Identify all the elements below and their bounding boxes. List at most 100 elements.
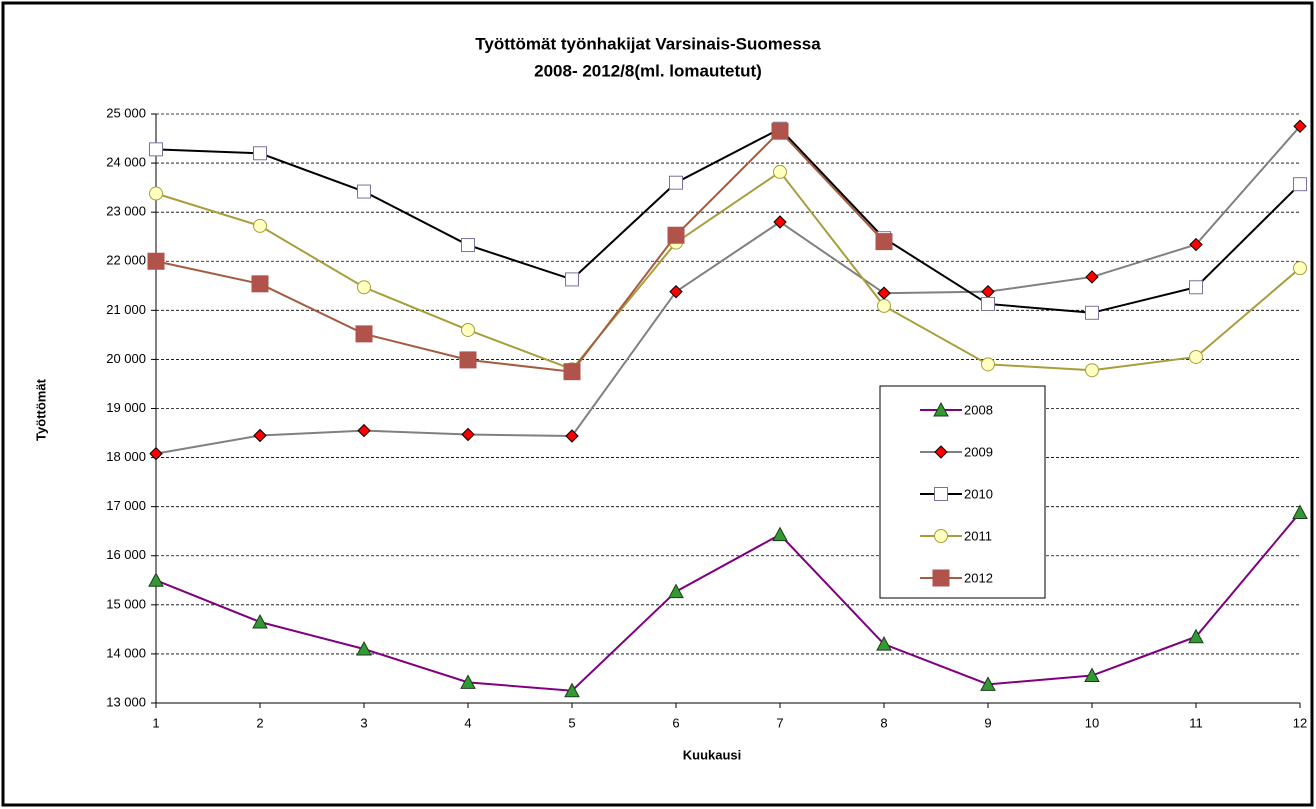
marker: [1085, 305, 1099, 320]
marker: [981, 296, 995, 311]
marker: [461, 427, 475, 442]
legend-box: [879, 385, 1046, 599]
marker: [459, 351, 477, 369]
x-tick-label: 5: [568, 715, 575, 730]
marker: [773, 215, 787, 229]
series-line: [155, 125, 1301, 455]
marker: [875, 233, 893, 251]
marker: [148, 572, 164, 587]
marker: [1292, 504, 1308, 520]
marker: [461, 322, 475, 337]
marker: [1189, 349, 1203, 364]
chart-subtitle: 2008- 2012/8(ml. lomautetut): [534, 61, 762, 80]
marker: [1189, 280, 1203, 295]
marker: [251, 275, 269, 293]
x-tick-label: 12: [1293, 715, 1307, 730]
marker: [980, 676, 996, 691]
x-tick-label: 7: [776, 715, 783, 730]
marker: [356, 640, 372, 656]
y-tick-label: 14 000: [106, 645, 146, 660]
marker: [1188, 628, 1204, 644]
marker: [771, 122, 789, 140]
marker: [460, 674, 476, 689]
chart-title: Työttömät työnhakijat Varsinais-Suomessa: [475, 34, 821, 53]
series-line: [155, 129, 885, 373]
x-tick-label: 3: [360, 715, 367, 730]
marker: [253, 146, 267, 161]
marker: [1085, 363, 1099, 378]
marker: [565, 429, 579, 443]
y-tick-label: 22 000: [106, 253, 146, 268]
series-line: [155, 170, 1301, 372]
marker: [876, 636, 892, 651]
marker: [1293, 119, 1307, 133]
y-tick-label: 21 000: [106, 302, 146, 317]
y-tick-label: 16 000: [106, 547, 146, 562]
marker: [357, 423, 371, 438]
x-tick-label: 4: [464, 715, 471, 730]
x-tick-label: 10: [1085, 715, 1099, 730]
marker: [1085, 270, 1099, 284]
series: [147, 122, 893, 381]
y-tick-label: 19 000: [106, 400, 146, 415]
series: [149, 119, 1307, 461]
marker: [461, 238, 475, 253]
y-tick-label: 18 000: [106, 449, 146, 464]
marker: [565, 272, 579, 287]
marker: [357, 184, 371, 199]
marker: [147, 252, 165, 270]
x-tick-label: 6: [672, 715, 679, 730]
marker: [934, 445, 948, 459]
marker: [1084, 667, 1100, 683]
marker: [149, 142, 163, 157]
marker: [981, 357, 995, 372]
x-axis-title: Kuukausi: [683, 747, 742, 762]
y-tick-label: 15 000: [106, 596, 146, 611]
marker: [932, 569, 950, 587]
y-tick-label: 24 000: [106, 155, 146, 170]
legend-label: 2012: [964, 570, 993, 585]
y-axis-title: Työttömät: [33, 378, 48, 441]
series-line: [155, 511, 1301, 692]
y-tick-label: 25 000: [106, 105, 146, 120]
x-tick-label: 1: [152, 715, 159, 730]
y-tick-label: 23 000: [106, 204, 146, 219]
legend-label: 2008: [964, 402, 993, 417]
x-tick-label: 2: [256, 715, 263, 730]
marker: [772, 526, 788, 542]
x-tick-label: 11: [1189, 715, 1203, 730]
marker: [667, 226, 685, 244]
marker: [253, 218, 267, 233]
marker: [668, 583, 684, 599]
series: [148, 504, 1308, 698]
marker: [934, 487, 948, 501]
marker: [149, 186, 163, 201]
legend-label: 2009: [964, 444, 993, 459]
marker: [1293, 177, 1307, 192]
marker: [773, 164, 787, 179]
marker: [933, 401, 949, 417]
y-tick-label: 13 000: [106, 694, 146, 709]
y-tick-label: 17 000: [106, 498, 146, 513]
legend: 2008 2009 2010 2011 2012: [879, 385, 1046, 599]
marker: [563, 363, 581, 381]
marker: [1189, 237, 1203, 252]
legend-label: 2010: [964, 486, 993, 501]
marker: [669, 284, 683, 299]
marker: [669, 175, 683, 190]
marker: [934, 529, 948, 543]
x-tick-label: 9: [984, 715, 991, 730]
x-tick-label: 8: [880, 715, 887, 730]
series-line: [155, 127, 1301, 314]
marker: [357, 280, 371, 295]
marker: [564, 682, 580, 698]
marker: [877, 298, 891, 313]
legend-label: 2011: [964, 528, 992, 543]
marker: [252, 613, 268, 629]
marker: [355, 325, 373, 343]
y-tick-label: 20 000: [106, 351, 146, 366]
marker: [149, 446, 163, 461]
